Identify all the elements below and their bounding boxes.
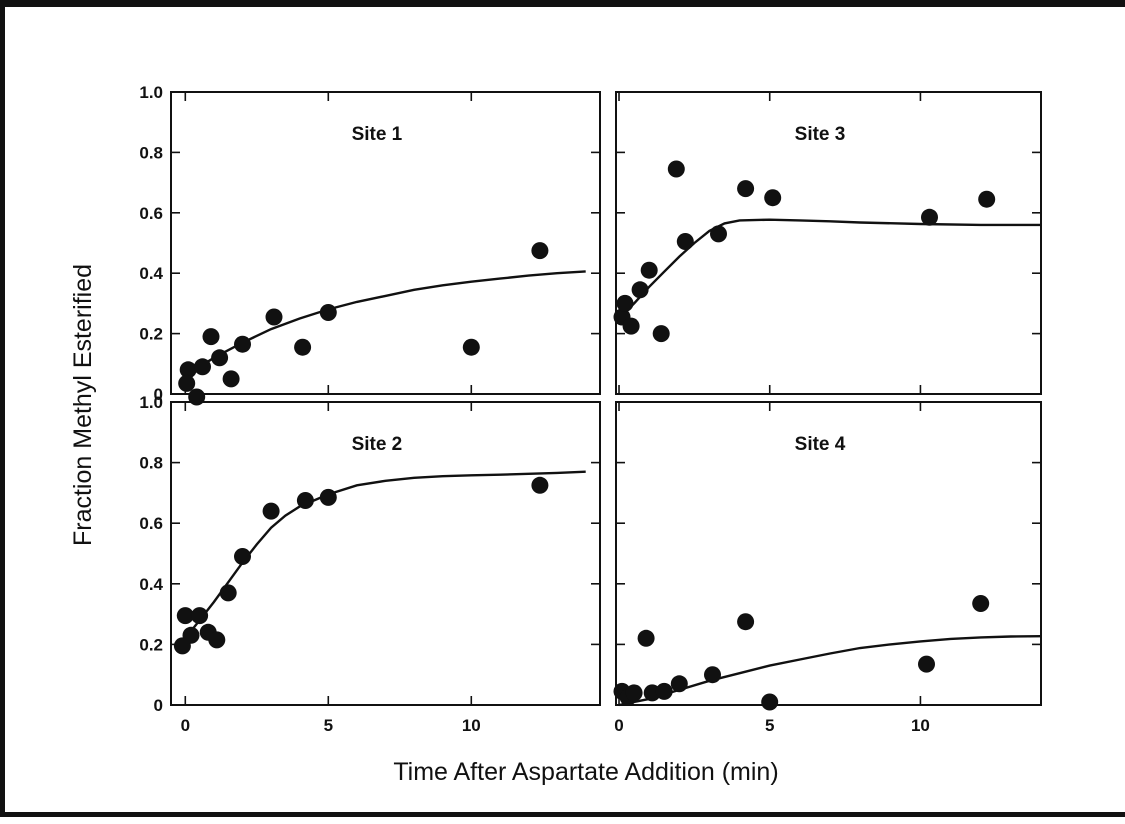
data-point xyxy=(667,160,685,178)
data-point xyxy=(676,233,694,250)
data-point xyxy=(262,502,280,520)
data-point xyxy=(319,304,337,321)
y-tick-label: 0 xyxy=(154,696,163,715)
chart-panels: 0 0.2 0.4 0.6 0.8 1.0 Site 1 Site 3 0 0.2 0.4 0.6 0.… xyxy=(139,83,1042,735)
fit-line xyxy=(618,635,1041,707)
x-tick-label: 10 xyxy=(462,716,481,735)
data-point xyxy=(625,684,643,702)
data-point xyxy=(211,349,229,367)
data-point xyxy=(462,338,480,356)
panel-4: 0 5 10 Site 4 xyxy=(613,401,1042,735)
data-point xyxy=(319,488,337,506)
data-point xyxy=(704,666,721,684)
data-point xyxy=(208,631,226,649)
panel-title: Site 1 xyxy=(352,124,403,145)
data-point xyxy=(296,492,314,509)
data-point xyxy=(670,675,688,693)
panel-frame xyxy=(170,91,601,395)
panel-3: 0 0.2 0.4 0.6 0.8 1.0 0 5 10 Site 2 xyxy=(139,393,601,735)
data-point xyxy=(234,335,251,353)
y-tick-label: 0.8 xyxy=(139,143,163,162)
y-tick-label: 0.4 xyxy=(139,575,163,594)
data-point xyxy=(622,317,640,335)
x-tick-label: 10 xyxy=(911,716,930,735)
data-point xyxy=(265,308,283,326)
data-point xyxy=(764,189,782,207)
data-point xyxy=(176,607,194,625)
data-point xyxy=(921,208,938,226)
fit-line xyxy=(618,218,1041,320)
x-tick-label: 5 xyxy=(765,716,774,735)
y-tick-label: 0.6 xyxy=(139,514,163,533)
data-point xyxy=(710,225,727,243)
data-point xyxy=(182,626,200,644)
data-point xyxy=(978,190,996,208)
panel-2: Site 3 xyxy=(613,91,1042,395)
panel-title: Site 3 xyxy=(795,124,846,145)
data-point xyxy=(179,361,197,379)
data-point xyxy=(972,595,990,612)
panel-frame xyxy=(170,401,601,706)
y-tick-label: 1.0 xyxy=(139,393,163,412)
data-point xyxy=(655,682,673,700)
y-tick-label: 0.4 xyxy=(139,264,163,283)
data-point xyxy=(737,180,755,198)
data-point xyxy=(219,584,237,602)
data-point xyxy=(294,338,312,356)
fit-line xyxy=(184,270,586,377)
data-point xyxy=(234,548,251,565)
data-point xyxy=(531,242,549,260)
data-point xyxy=(194,358,211,376)
data-point xyxy=(191,607,209,625)
data-point xyxy=(640,261,658,279)
y-tick-label: 0.8 xyxy=(139,454,163,473)
panel-frame xyxy=(615,91,1042,395)
data-point xyxy=(202,328,220,346)
x-tick-label: 0 xyxy=(614,716,623,735)
data-point xyxy=(222,370,240,388)
panel-1: 0 0.2 0.4 0.6 0.8 1.0 Site 1 xyxy=(139,83,601,406)
y-tick-label: 0 xyxy=(154,385,163,404)
x-tick-label: 5 xyxy=(324,716,333,735)
data-point xyxy=(631,281,649,299)
y-tick-label: 0.2 xyxy=(139,325,163,344)
data-point xyxy=(178,374,196,392)
y-tick-label: 1.0 xyxy=(139,83,163,102)
x-axis-label: Time After Aspartate Addition (min) xyxy=(393,758,778,786)
y-tick-label: 0.6 xyxy=(139,204,163,223)
x-tick-label: 0 xyxy=(181,716,190,735)
data-point xyxy=(737,613,755,631)
chart-figure: 0 0.2 0.4 0.6 0.8 1.0 Site 1 Site 3 0 0.2 0.4 0.6 0.… xyxy=(69,83,1042,786)
data-point xyxy=(616,294,634,312)
panel-title: Site 4 xyxy=(795,434,846,455)
data-point xyxy=(652,325,670,343)
data-point xyxy=(637,629,655,647)
data-point xyxy=(761,693,779,711)
y-tick-label: 0.2 xyxy=(139,635,163,654)
data-point xyxy=(918,655,935,673)
panel-frame xyxy=(615,401,1042,706)
panel-title: Site 2 xyxy=(352,434,403,455)
y-axis-label: Fraction Methyl Esterified xyxy=(69,264,97,546)
data-point xyxy=(531,476,549,494)
